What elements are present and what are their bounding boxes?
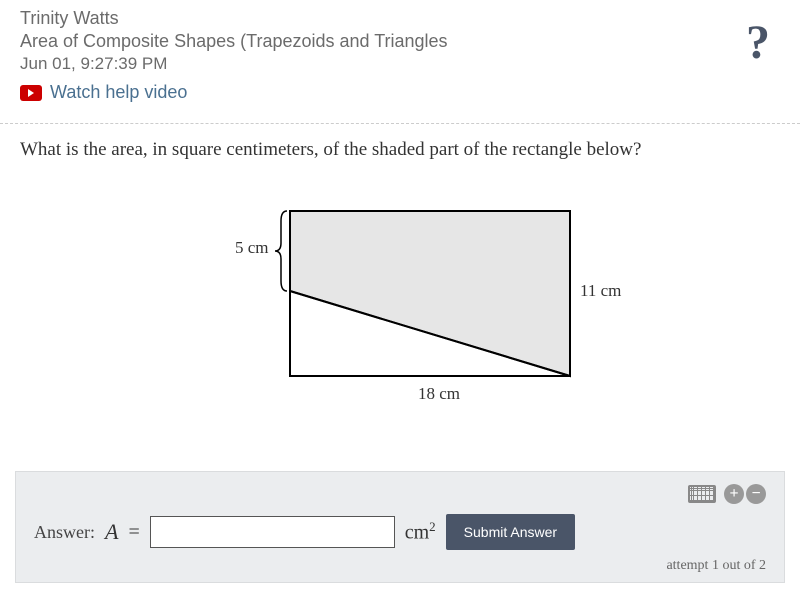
answer-section: + − Answer: A = cm2 Submit Answer attemp…: [15, 471, 785, 583]
keyboard-icon[interactable]: [688, 485, 716, 503]
plus-button[interactable]: +: [724, 484, 744, 504]
minus-button[interactable]: −: [746, 484, 766, 504]
answer-label: Answer:: [34, 522, 95, 543]
divider: [0, 123, 800, 124]
attempt-counter: attempt 1 out of 2: [34, 558, 766, 574]
answer-input[interactable]: [150, 516, 395, 548]
label-18cm: 18 cm: [418, 384, 460, 403]
help-video-label: Watch help video: [50, 82, 187, 103]
assignment-title: Area of Composite Shapes (Trapezoids and…: [20, 31, 780, 52]
answer-variable: A: [105, 519, 118, 545]
timestamp: Jun 01, 9:27:39 PM: [20, 54, 780, 74]
watch-help-video-link[interactable]: Watch help video: [20, 82, 780, 103]
answer-controls: + −: [34, 484, 766, 504]
student-name: Trinity Watts: [20, 8, 780, 29]
plus-minus-group: + −: [724, 484, 766, 504]
shaded-trapezoid: [290, 211, 570, 376]
brace-left: [275, 211, 287, 291]
question-area: What is the area, in square centimeters,…: [0, 139, 800, 431]
answer-row: Answer: A = cm2 Submit Answer: [34, 514, 766, 550]
diagram-svg: 5 cm 11 cm 18 cm: [150, 191, 650, 421]
equals-sign: =: [128, 521, 139, 544]
page-header: Trinity Watts Area of Composite Shapes (…: [0, 0, 800, 113]
label-5cm: 5 cm: [235, 238, 269, 257]
help-icon[interactable]: ?: [746, 15, 770, 70]
question-text: What is the area, in square centimeters,…: [20, 139, 780, 161]
submit-answer-button[interactable]: Submit Answer: [446, 514, 575, 550]
geometry-diagram: 5 cm 11 cm 18 cm: [150, 191, 650, 431]
youtube-icon: [20, 85, 42, 101]
answer-unit: cm2: [405, 519, 436, 545]
label-11cm: 11 cm: [580, 281, 621, 300]
